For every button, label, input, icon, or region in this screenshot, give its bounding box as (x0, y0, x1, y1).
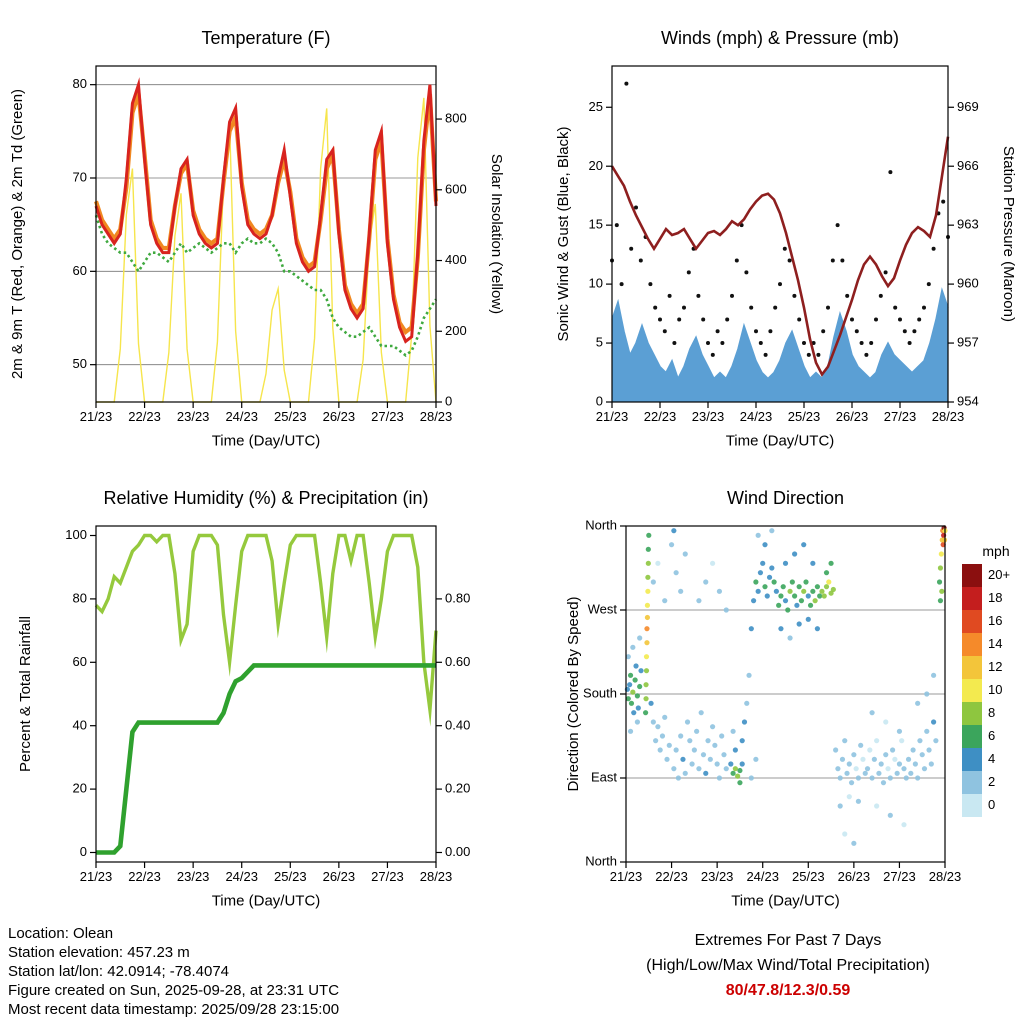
wind-direction-chart (512, 462, 1024, 922)
extremes-title: Extremes For Past 7 Days (694, 932, 882, 949)
recent-data-timestamp: Most recent data timestamp: 2025/09/28 2… (8, 1001, 340, 1018)
extremes-subtitle: (High/Low/Max Wind/Total Precipitation) (646, 957, 930, 974)
station-elevation: Station elevation: 457.23 m (8, 944, 190, 961)
station-info: Location: Olean Station elevation: 457.2… (8, 924, 339, 1019)
winds-pressure-chart (512, 2, 1024, 462)
humidity-precip-chart (0, 462, 512, 922)
station-location: Location: Olean (8, 925, 114, 942)
extremes-summary: Extremes For Past 7 Days (High/Low/Max W… (560, 928, 1016, 1003)
station-latlon: Station lat/lon: 42.0914; -78.4074 (8, 963, 230, 980)
extremes-values: 80/47.8/12.3/0.59 (725, 982, 851, 999)
figure-created-timestamp: Figure created on Sun, 2025-09-28, at 23… (8, 982, 340, 999)
temperature-chart (0, 2, 512, 462)
